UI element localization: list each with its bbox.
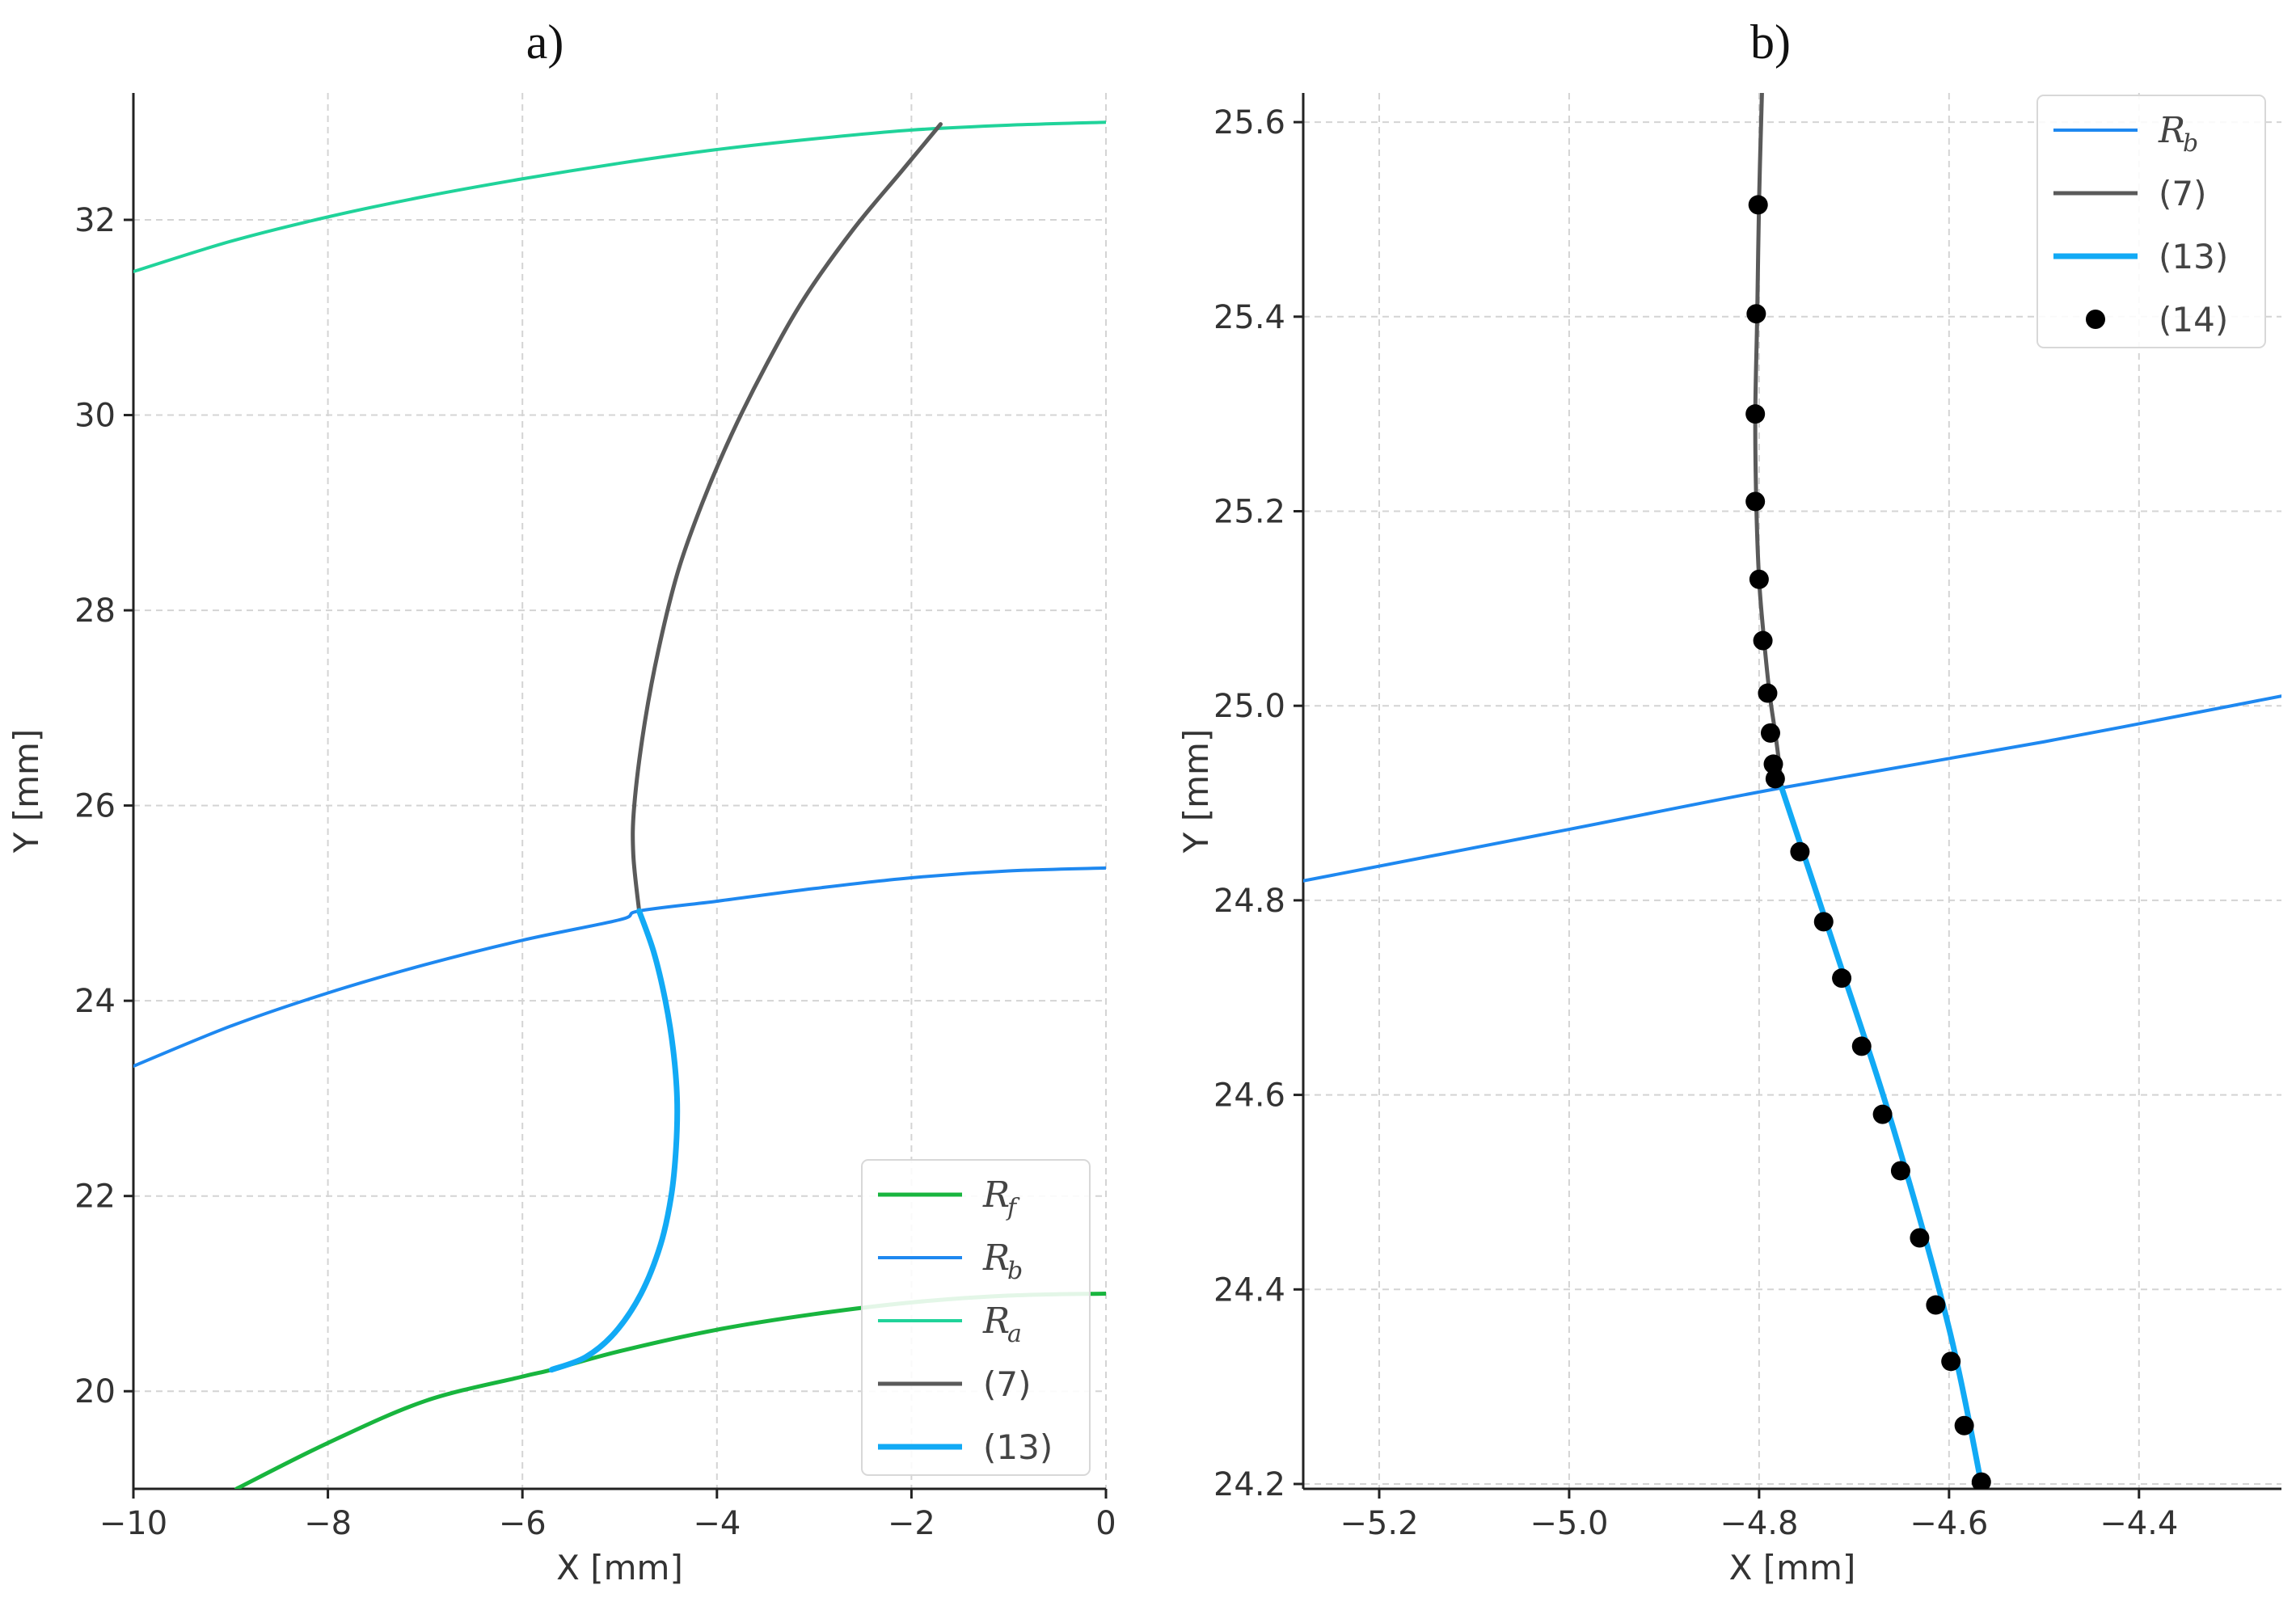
legend-label: R: [982, 1174, 1010, 1216]
data-point: [1832, 968, 1852, 989]
legend-label-subscript: a: [1007, 1320, 1022, 1348]
x-tick-label: −4.6: [1910, 1505, 1988, 1542]
y-tick-label: 30: [74, 398, 116, 435]
legend-label: (7): [983, 1364, 1032, 1404]
legend-box: [861, 1159, 1091, 1476]
legend-label: (13): [983, 1427, 1053, 1467]
legend-label: R: [982, 1237, 1010, 1279]
y-tick-label: 24.2: [1213, 1466, 1285, 1503]
legend-box: [2036, 95, 2266, 348]
data-point: [1749, 569, 1769, 589]
legend-marker: [2086, 310, 2105, 329]
x-tick-label: −6: [499, 1505, 547, 1542]
data-point: [1760, 723, 1780, 743]
x-tick-label: −4.8: [1720, 1505, 1798, 1542]
data-point: [1910, 1228, 1930, 1248]
legend-label: R: [2158, 110, 2185, 151]
x-axis-label: X [mm]: [1729, 1548, 1856, 1587]
data-point: [1872, 1104, 1893, 1124]
y-tick-label: 24: [74, 983, 116, 1020]
series-13-line: [1779, 785, 1986, 1489]
y-tick-label: 25.4: [1213, 299, 1285, 336]
panel-a-title: a): [526, 15, 564, 69]
legend-label-subscript: b: [2183, 129, 2198, 158]
series-7-line: [631, 122, 943, 913]
x-tick-label: −4: [693, 1505, 741, 1542]
y-tick-label: 25.6: [1213, 104, 1285, 141]
y-tick-label: 32: [74, 202, 116, 239]
y-axis-label: Y [mm]: [1176, 729, 1216, 854]
x-tick-label: −5.2: [1340, 1505, 1418, 1542]
chart-panel-b: −5.2 −5.0 −4.8 −4.6 −4.4 24.2 24.4 24.6 24.8 25.0…: [1176, 93, 2281, 1587]
data-point: [1954, 1415, 1974, 1435]
y-tick-label: 20: [74, 1373, 116, 1410]
legend: Rb (7) (13) (14): [2036, 95, 2266, 348]
x-tick-label: −4.4: [2100, 1505, 2178, 1542]
data-point: [1813, 912, 1834, 932]
x-tick-label: 0: [1095, 1505, 1116, 1542]
y-tick-label: 26: [74, 788, 116, 825]
data-point: [1753, 630, 1773, 651]
x-axis-label: X [mm]: [556, 1548, 683, 1587]
data-point: [1746, 304, 1766, 324]
y-tick-label: 24.6: [1213, 1077, 1285, 1115]
legend-label: R: [982, 1301, 1010, 1342]
legend-label: (14): [2159, 300, 2228, 339]
x-tick-label: −5.0: [1530, 1505, 1608, 1542]
y-tick-label: 28: [74, 592, 116, 630]
data-point: [1851, 1036, 1872, 1056]
legend-label: (7): [2159, 174, 2207, 213]
data-point: [1765, 769, 1785, 789]
legend-label-subscript: b: [1007, 1257, 1023, 1285]
series-13-line: [548, 908, 681, 1373]
y-tick-label: 25.2: [1213, 493, 1285, 530]
series-R-b-line: [1303, 694, 2281, 883]
x-tick-label: −10: [99, 1505, 167, 1542]
plot-area: [1303, 93, 2281, 1489]
y-axis-label: Y [mm]: [6, 729, 46, 854]
y-tick-label: 24.4: [1213, 1271, 1285, 1309]
data-point: [1971, 1472, 1991, 1489]
x-tick-label: −8: [304, 1505, 352, 1542]
data-point: [1758, 683, 1778, 703]
legend-label: (13): [2159, 237, 2228, 276]
series-R-b-line: [133, 866, 1106, 1069]
data-point: [1748, 195, 1768, 215]
data-point: [1790, 841, 1810, 862]
data-point: [1941, 1351, 1961, 1372]
y-tick-label: 24.8: [1213, 883, 1285, 920]
y-tick-label: 22: [74, 1178, 116, 1216]
x-tick-label: −2: [888, 1505, 935, 1542]
data-point: [1745, 404, 1766, 424]
data-point: [1745, 491, 1766, 512]
data-point: [1763, 754, 1783, 774]
series-R-a-line: [133, 120, 1106, 274]
panel-b-title: b): [1750, 15, 1791, 69]
data-point: [1926, 1295, 1946, 1315]
y-tick-label: 25.0: [1213, 688, 1285, 725]
data-point: [1890, 1161, 1910, 1181]
